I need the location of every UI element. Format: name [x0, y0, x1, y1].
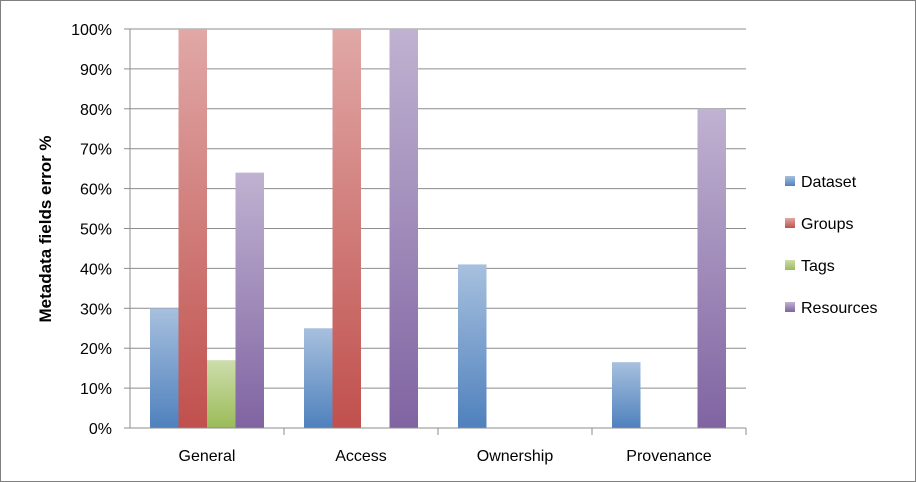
bars [150, 29, 726, 429]
bar-tags-general [207, 360, 236, 428]
x-tick-labels: General Access Ownership Provenance [179, 448, 712, 465]
legend-swatch-tags [785, 260, 795, 270]
y-axis-label: Metadata fields error % [36, 135, 55, 322]
bar-groups-general [178, 29, 207, 428]
x-tick-label: General [179, 448, 236, 465]
y-tick-label: 30% [80, 301, 112, 318]
x-tick-label: Ownership [477, 448, 554, 465]
y-tick-label: 100% [71, 22, 112, 39]
y-tick-label: 50% [80, 222, 112, 239]
axes [129, 29, 747, 435]
legend-swatch-groups [785, 218, 795, 228]
legend: Dataset Groups Tags Resources [785, 174, 877, 317]
y-tick-label: 90% [80, 62, 112, 79]
legend-label-resources: Resources [801, 300, 877, 317]
bar-dataset-provenance [612, 362, 641, 428]
legend-label-tags: Tags [801, 258, 835, 275]
bar-resources-general [235, 172, 264, 428]
bar-dataset-ownership [458, 264, 487, 428]
bar-resources-provenance [697, 108, 726, 429]
y-tick-label: 40% [80, 261, 112, 278]
bar-groups-access [332, 29, 361, 428]
legend-label-dataset: Dataset [801, 174, 857, 191]
x-tick-label: Access [335, 448, 387, 465]
bar-dataset-general [150, 308, 179, 428]
legend-label-groups: Groups [801, 216, 853, 233]
y-tick-label: 10% [80, 381, 112, 398]
y-tick-label: 20% [80, 341, 112, 358]
y-tick-label: 70% [80, 142, 112, 159]
bar-dataset-access [304, 328, 333, 428]
legend-swatch-resources [785, 302, 795, 312]
bar-resources-access [389, 29, 418, 428]
y-tick-label: 60% [80, 182, 112, 199]
legend-swatch-dataset [785, 176, 795, 186]
y-tick-label: 0% [89, 421, 112, 438]
y-tick-labels: 0% 10% 20% 30% 40% 50% 60% 70% 80% 90% 100% [71, 22, 112, 438]
x-tick-label: Provenance [626, 448, 711, 465]
y-tick-label: 80% [80, 102, 112, 119]
